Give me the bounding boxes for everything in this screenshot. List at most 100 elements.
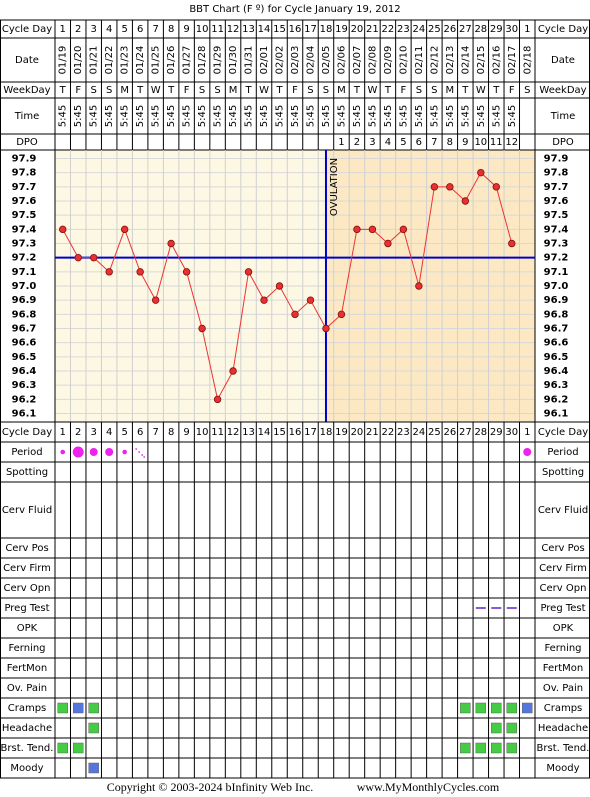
weekday-cell: M — [446, 85, 455, 96]
y-tick-label: 96.7 — [12, 324, 37, 335]
cycle_day-cell: 2 — [75, 24, 81, 35]
weekday-cell: T — [353, 85, 361, 96]
time-cell: 5:45 — [398, 105, 409, 127]
symptom-box — [475, 702, 487, 714]
row-frame — [0, 441, 590, 463]
symptom-box — [475, 742, 487, 754]
row-label: Period — [547, 447, 578, 458]
cycle_day-cell: 1 — [60, 24, 66, 35]
cycle_day-cell: 7 — [152, 427, 158, 438]
weekday-cell: M — [229, 85, 238, 96]
y-tick-label: 96.7 — [544, 324, 569, 335]
date-cell: 02/18 — [522, 46, 533, 75]
row-label: Brst. Tend. — [1, 743, 54, 754]
time-cell: 5:45 — [182, 105, 193, 127]
date-cell: 01/19 — [58, 46, 69, 75]
y-tick-label: 96.2 — [544, 394, 569, 405]
row-frame — [0, 677, 590, 699]
date-cell: 01/29 — [213, 46, 224, 75]
cycle_day-cell: 11 — [211, 427, 224, 438]
weekday-cell: M — [120, 85, 129, 96]
row-label: Cycle Day — [2, 427, 52, 438]
row-label: Cycle Day — [538, 427, 588, 438]
cycle_day-cell: 22 — [382, 24, 395, 35]
row-label: Ov. Pain — [543, 683, 583, 694]
time-cell: 5:45 — [476, 105, 487, 127]
temperature-point — [430, 183, 439, 191]
row-label: Spotting — [6, 467, 48, 478]
date-cell: 02/03 — [290, 46, 301, 75]
time-cell: 5:45 — [383, 105, 394, 127]
y-tick-label: 97.4 — [12, 224, 37, 235]
symptom-box — [506, 702, 518, 714]
cycle_day-cell: 19 — [335, 24, 348, 35]
temperature-point — [136, 268, 144, 276]
row-frame — [0, 577, 590, 599]
date-cell: 02/02 — [275, 46, 286, 75]
temperature-point — [90, 253, 98, 262]
cycle_day-cell: 29 — [490, 427, 503, 438]
weekday-cell: W — [151, 85, 161, 96]
cycle_day-cell: 20 — [351, 24, 364, 35]
time-cell: 5:45 — [507, 105, 518, 127]
y-tick-label: 97.3 — [544, 239, 569, 250]
dpo-cell: 4 — [385, 137, 391, 148]
dpo-cell: 10 — [474, 137, 487, 148]
date-cell: 01/26 — [166, 46, 177, 75]
time-cell: 5:45 — [321, 105, 332, 127]
weekday-cell: T — [59, 85, 67, 96]
y-tick-label: 96.2 — [12, 394, 37, 405]
period-dot — [105, 448, 114, 456]
row-label: Moody — [10, 763, 43, 774]
row-label: Spotting — [542, 467, 584, 478]
cycle_day-cell: 7 — [152, 24, 158, 35]
time-cell: 5:45 — [58, 105, 69, 127]
cycle_day-cell: 14 — [258, 427, 271, 438]
row-label: WeekDay — [539, 85, 586, 96]
cycle_day-cell: 6 — [137, 427, 143, 438]
row-label: Cerv Opn — [4, 583, 51, 594]
y-tick-label: 97.5 — [12, 210, 37, 221]
row-label: Headache — [538, 723, 588, 734]
time-cell: 5:45 — [89, 105, 100, 127]
cycle_day-cell: 4 — [106, 427, 112, 438]
row-label: Period — [11, 447, 42, 458]
cycle_day-cell: 2 — [75, 427, 81, 438]
temperature-point — [322, 324, 330, 333]
date-cell: 02/05 — [321, 46, 332, 75]
weekday-cell: S — [323, 85, 329, 96]
dpo-cell: 3 — [369, 137, 375, 148]
temperature-point — [120, 225, 129, 234]
weekday-cell: F — [509, 85, 515, 96]
time-cell: 5:45 — [414, 105, 425, 127]
cycle_day-cell: 29 — [490, 24, 503, 35]
dpo-cell: 6 — [416, 137, 422, 148]
cycle_day-cell: 8 — [168, 427, 174, 438]
time-cell: 5:45 — [244, 105, 255, 127]
cycle_day-cell: 28 — [474, 427, 487, 438]
symptom-box — [88, 722, 99, 734]
y-tick-label: 96.6 — [12, 338, 37, 349]
copyright: Copyright © 2003-2024 bInfinity Web Inc. — [107, 780, 314, 794]
cycle_day-cell: 4 — [106, 24, 112, 35]
row-frame — [0, 657, 590, 679]
y-tick-label: 96.9 — [544, 295, 569, 306]
cycle_day-cell: 18 — [320, 427, 333, 438]
weekday-cell: S — [214, 85, 220, 96]
row-label: WeekDay — [3, 85, 50, 96]
y-tick-label: 97.8 — [544, 168, 569, 179]
weekday-cell: T — [275, 85, 283, 96]
time-cell: 5:45 — [166, 105, 177, 127]
time-cell: 5:45 — [259, 105, 270, 127]
cycle_day-cell: 21 — [366, 24, 379, 35]
spot — [141, 454, 144, 456]
cycle_day-cell: 24 — [413, 427, 426, 438]
y-tick-label: 96.4 — [12, 366, 37, 377]
weekday-cell: F — [75, 85, 81, 96]
date-cell: 01/25 — [151, 46, 162, 75]
row-frame — [0, 557, 590, 579]
temperature-point — [105, 268, 113, 276]
time-cell: 5:45 — [336, 105, 347, 127]
cycle_day-cell: 5 — [121, 427, 127, 438]
